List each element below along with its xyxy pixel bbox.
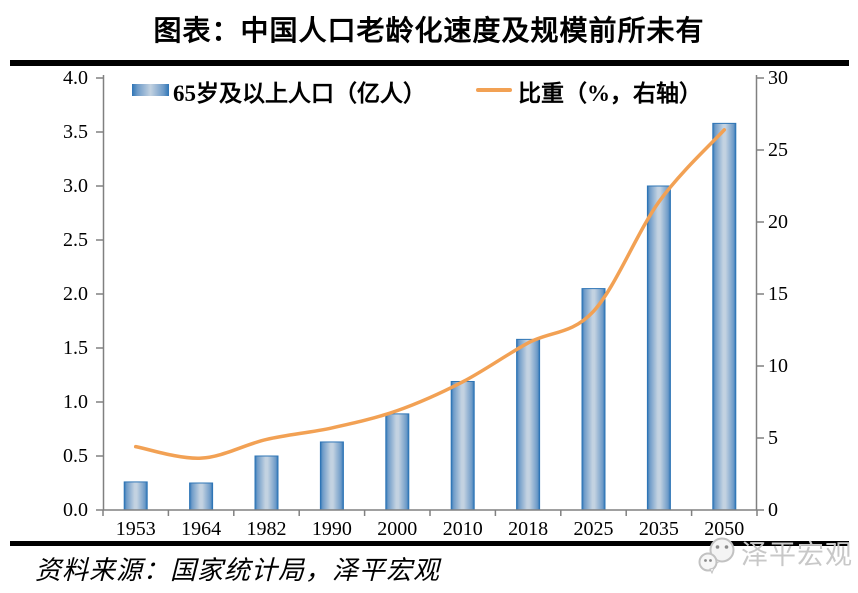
bar-2035 [646, 185, 671, 511]
bar-2010 [450, 380, 475, 511]
x-tick-label: 1982 [246, 518, 287, 540]
y-right-tick-label: 10 [768, 355, 788, 377]
x-tick-label: 2010 [442, 518, 483, 540]
y-left-tick-label: 4.0 [63, 67, 88, 89]
line-legend-label: 比重（%，右轴） [518, 81, 702, 106]
y-left-tick-label: 0.5 [63, 445, 88, 467]
y-left-tick-label: 1.5 [63, 337, 88, 359]
y-left-tick-label: 2.5 [63, 229, 88, 251]
bar-2050 [712, 122, 737, 511]
y-left-tick-label: 1.0 [63, 391, 88, 413]
bar-1982 [254, 455, 279, 511]
y-right-tick-label: 15 [768, 283, 788, 305]
y-right-tick-label: 30 [768, 67, 788, 89]
y-left-tick-label: 3.5 [63, 121, 88, 143]
line-legend-swatch-icon [476, 88, 512, 92]
x-tick-label: 2035 [638, 518, 679, 540]
title-divider [10, 60, 849, 66]
bar-1990 [319, 441, 344, 511]
x-tick-label: 1990 [311, 518, 352, 540]
x-tick-label: 2018 [508, 518, 549, 540]
footer-divider [10, 541, 849, 546]
y-right-tick-label: 5 [768, 427, 778, 449]
trend-line [133, 128, 727, 460]
bar-1953 [123, 481, 148, 511]
y-right-tick-label: 25 [768, 139, 788, 161]
bar-2025 [581, 288, 606, 511]
x-tick-label: 1953 [115, 518, 156, 540]
bar-legend-label: 65岁及以上人口（亿人） [173, 81, 426, 106]
zeping-logo-icon [698, 537, 735, 574]
bar-legend-swatch-icon [132, 84, 169, 96]
y-right-tick-label: 20 [768, 211, 788, 233]
x-tick-label: 2050 [704, 518, 745, 540]
source-note: 资料来源：国家统计局，泽平宏观 [35, 556, 441, 585]
bar-1964 [189, 482, 214, 511]
y-left-tick-label: 0.0 [63, 499, 88, 521]
watermark-label: 泽平宏观 [741, 540, 853, 570]
x-tick-label: 1964 [181, 518, 222, 540]
y-right-tick-label: 0 [768, 499, 778, 521]
watermark: 泽平宏观 [696, 536, 853, 574]
page-title: 图表：中国人口老龄化速度及规模前所未有 [153, 16, 705, 47]
x-tick-label: 2000 [377, 518, 418, 540]
y-left-tick-label: 3.0 [63, 175, 88, 197]
x-tick-label: 2025 [573, 518, 614, 540]
bar-2000 [385, 413, 410, 511]
y-left-tick-label: 2.0 [63, 283, 88, 305]
bar-2018 [516, 338, 541, 511]
